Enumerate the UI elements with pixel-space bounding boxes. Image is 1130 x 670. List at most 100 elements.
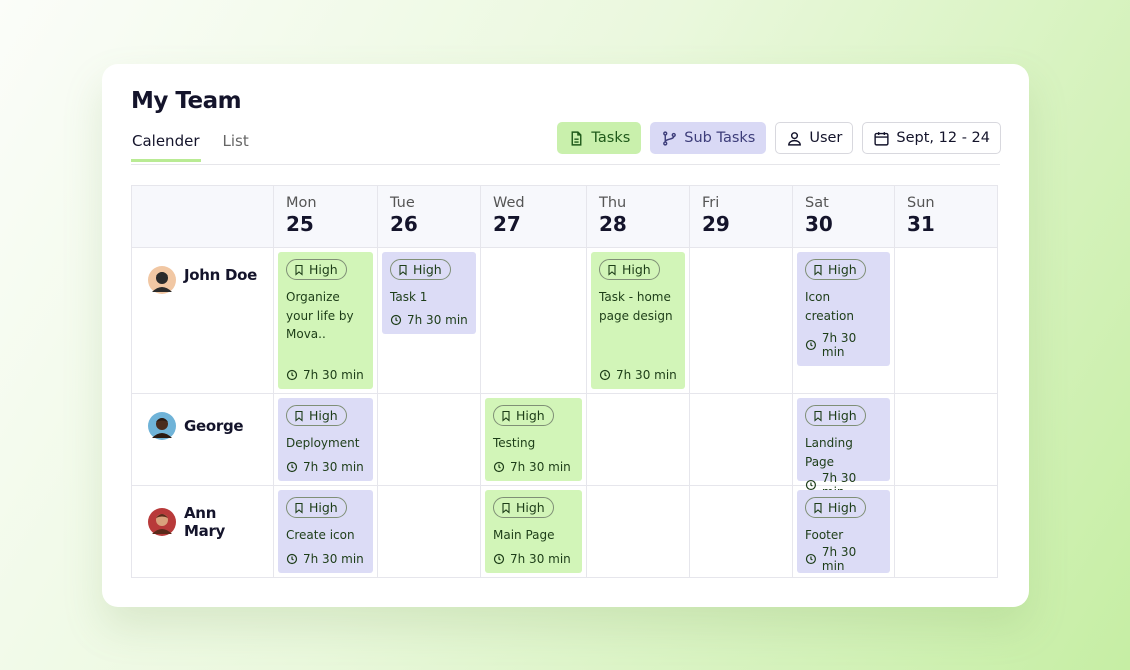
priority-pill: High [286, 405, 347, 426]
corner-cell [132, 186, 274, 248]
day-name: Sun [907, 195, 935, 211]
day-header: Thu 28 [587, 186, 690, 248]
task-title: Task 1 [390, 290, 428, 304]
button-label: Tasks [591, 130, 631, 146]
priority: High [413, 262, 442, 277]
task-card[interactable]: High Main Page 7h 30 min [485, 490, 582, 573]
priority: High [622, 262, 651, 277]
day-header: Mon 25 [274, 186, 378, 248]
page-title: My Team [131, 88, 242, 114]
day-header: Sun 31 [895, 186, 998, 248]
avatar [148, 412, 176, 440]
task-card[interactable]: High Task - home page design 7h 30 min [591, 252, 685, 389]
task-card[interactable]: High Testing 7h 30 min [485, 398, 582, 481]
duration-text: 7h 30 min [821, 331, 857, 359]
priority-pill: High [493, 497, 554, 518]
duration-text: 7h 30 min [303, 552, 364, 566]
day-cell [587, 394, 690, 486]
task-title: Landing Page [805, 436, 853, 469]
priority-pill: High [805, 497, 866, 518]
day-date: 25 [286, 212, 314, 236]
priority-pill: High [805, 405, 866, 426]
day-cell [690, 248, 793, 394]
day-name: Wed [493, 195, 525, 211]
person-cell: George [132, 394, 274, 486]
person-name: George [184, 417, 244, 435]
priority: High [828, 262, 857, 277]
task-title: Icon creation [805, 290, 854, 323]
task-card[interactable]: High Create icon 7h 30 min [278, 490, 373, 573]
day-date: 29 [702, 212, 730, 236]
duration: 7h 30 min [493, 460, 574, 474]
duration: 7h 30 min [390, 313, 468, 327]
day-cell [690, 394, 793, 486]
day-header: Tue 26 [378, 186, 481, 248]
duration: 7h 30 min [805, 545, 882, 573]
task-card[interactable]: High Organize your life by Mova.. 7h 30 mi… [278, 252, 373, 389]
priority-pill: High [390, 259, 451, 280]
person-name: John Doe [184, 266, 257, 284]
duration-text: 7h 30 min [821, 544, 857, 573]
duration-text: 7h 30 min [303, 460, 364, 474]
person-name: Ann Mary [184, 504, 226, 540]
priority: High [309, 262, 338, 277]
team-card: My Team Calender List Tasks Sub Tasks Us… [102, 64, 1029, 607]
day-date: 28 [599, 212, 627, 236]
toolbar: Tasks Sub Tasks User Sept, 12 - 24 [557, 122, 1001, 154]
day-date: 27 [493, 212, 521, 236]
duration: 7h 30 min [599, 368, 677, 382]
date-button[interactable]: Sept, 12 - 24 [862, 122, 1001, 154]
duration-text: 7h 30 min [407, 312, 468, 327]
avatar [148, 508, 176, 536]
priority-pill: High [599, 259, 660, 280]
button-label: Sub Tasks [684, 130, 756, 146]
duration: 7h 30 min [805, 331, 882, 359]
avatar [148, 266, 176, 294]
duration: 7h 30 min [493, 552, 574, 566]
day-cell [378, 486, 481, 578]
day-name: Mon [286, 195, 317, 211]
task-card[interactable]: High Footer 7h 30 min [797, 490, 890, 573]
duration-text: 7h 30 min [303, 368, 364, 382]
tab[interactable]: Calender [131, 132, 201, 162]
day-cell [895, 248, 998, 394]
day-cell [690, 486, 793, 578]
priority: High [516, 408, 545, 423]
user-button[interactable]: User [775, 122, 854, 154]
tabs: Calender List [131, 132, 249, 162]
subtasks-button[interactable]: Sub Tasks [650, 122, 767, 154]
task-title: Deployment [286, 436, 360, 450]
task-title: Testing [493, 436, 536, 450]
priority-pill: High [805, 259, 866, 280]
priority-pill: High [286, 497, 347, 518]
task-title: Task - home page design [599, 290, 673, 323]
day-cell [481, 248, 587, 394]
duration: 7h 30 min [286, 368, 365, 382]
day-header: Wed 27 [481, 186, 587, 248]
duration-text: 7h 30 min [510, 460, 571, 474]
divider [131, 164, 1000, 165]
priority: High [828, 500, 857, 515]
day-cell: High Testing 7h 30 min [481, 394, 587, 486]
task-title: Organize your life by Mova.. [286, 290, 354, 341]
tab[interactable]: List [222, 132, 249, 150]
task-card[interactable]: High Task 1 7h 30 min [382, 252, 476, 334]
priority: High [309, 500, 338, 515]
task-card[interactable]: High Icon creation 7h 30 min [797, 252, 890, 366]
day-name: Fri [702, 195, 720, 211]
day-cell: High Footer 7h 30 min [793, 486, 895, 578]
duration-text: 7h 30 min [510, 552, 571, 566]
person-cell: Ann Mary [132, 486, 274, 578]
day-cell [587, 486, 690, 578]
duration-text: 7h 30 min [616, 368, 677, 382]
day-name: Tue [390, 195, 415, 211]
day-cell: High Task - home page design 7h 30 min [587, 248, 690, 394]
day-cell: High Task 1 7h 30 min [378, 248, 481, 394]
person: George [136, 398, 269, 454]
priority-pill: High [493, 405, 554, 426]
task-card[interactable]: High Deployment 7h 30 min [278, 398, 373, 481]
priority: High [516, 500, 545, 515]
tasks-button[interactable]: Tasks [557, 122, 642, 154]
